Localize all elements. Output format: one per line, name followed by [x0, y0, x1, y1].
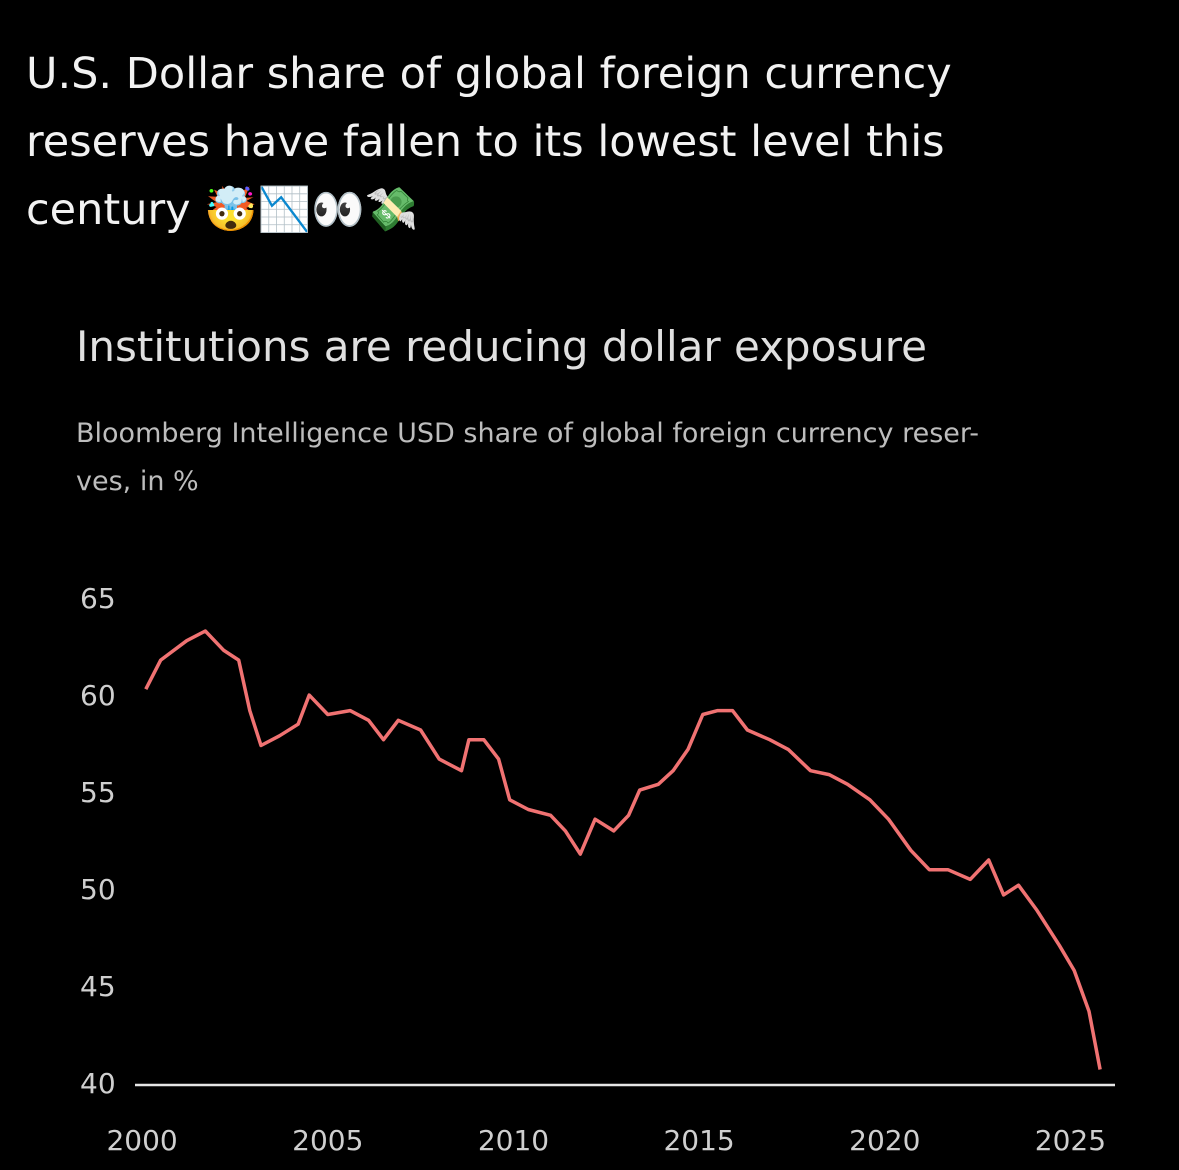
x-tick-label: 2015 — [663, 1124, 734, 1157]
x-tick-label: 2010 — [478, 1124, 549, 1157]
data-line — [144, 629, 1102, 1070]
x-tick-label: 2005 — [292, 1124, 363, 1157]
y-tick-label: 40 — [80, 1067, 116, 1100]
chart-title: Institutions are reducing dollar exposur… — [76, 322, 927, 371]
y-tick-label: 45 — [80, 970, 116, 1003]
y-tick-label: 60 — [80, 679, 116, 712]
x-tick-label: 2025 — [1035, 1124, 1106, 1157]
y-tick-label: 65 — [80, 582, 116, 615]
x-tick-label: 2000 — [106, 1124, 177, 1157]
chart-subtitle: Bloomberg Intelligence USD share of glob… — [76, 418, 979, 497]
post-text: U.S. Dollar share of global foreign curr… — [26, 49, 952, 235]
x-tick-label: 2020 — [849, 1124, 920, 1157]
y-tick-label: 55 — [80, 776, 116, 809]
y-tick-label: 50 — [80, 873, 116, 906]
